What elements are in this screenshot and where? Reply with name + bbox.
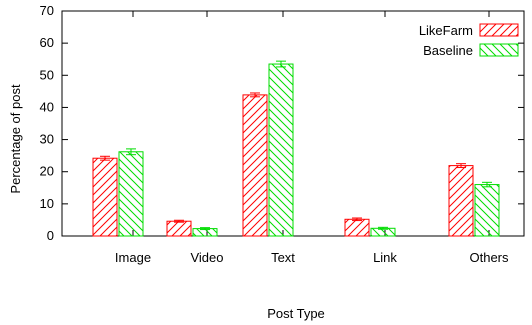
- bar-likefarm-others: [448, 165, 474, 237]
- y-tick-label: 60: [40, 35, 54, 50]
- y-tick-label: 10: [40, 196, 54, 211]
- y-tick-label: 70: [40, 3, 54, 18]
- x-tick-label: Video: [190, 250, 223, 265]
- legend-swatch-likefarm: [479, 23, 519, 37]
- legend-swatch-baseline: [479, 43, 519, 57]
- bar-baseline-image: [118, 151, 144, 237]
- x-tick-label: Text: [271, 250, 295, 265]
- x-axis-title: Post Type: [267, 306, 325, 321]
- x-tick-label: Others: [469, 250, 509, 265]
- y-tick-label: 50: [40, 67, 54, 82]
- y-tick-label: 20: [40, 164, 54, 179]
- bar-baseline-others: [474, 184, 500, 237]
- x-tick-label: Link: [373, 250, 397, 265]
- bar-likefarm-image: [92, 157, 118, 237]
- legend-label-likefarm: LikeFarm: [419, 23, 473, 38]
- bar-likefarm-text: [242, 94, 268, 237]
- y-tick-label: 0: [47, 228, 54, 243]
- y-axis-title: Percentage of post: [8, 84, 23, 194]
- bar-likefarm-link: [344, 218, 370, 237]
- bar-baseline-text: [268, 63, 294, 237]
- bar-likefarm-video: [166, 220, 192, 237]
- x-tick-label: Image: [115, 250, 151, 265]
- plot-area: 0 10 20 30 40 50 60 70 Image Video Text Link Others L…: [40, 3, 525, 265]
- y-tick-label: 30: [40, 132, 54, 147]
- chart-labels: Post Type Percentage of post: [8, 84, 325, 321]
- y-tick-label: 40: [40, 99, 54, 114]
- legend-label-baseline: Baseline: [423, 43, 473, 58]
